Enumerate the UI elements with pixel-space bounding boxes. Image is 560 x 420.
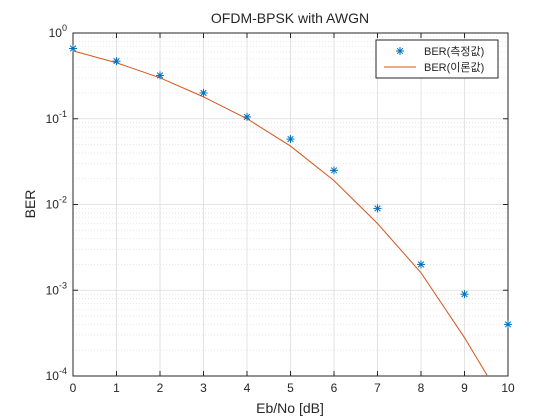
x-tick-label: 3 [200,381,207,395]
measured-ber-point [243,112,251,121]
x-tick-label: 7 [374,381,381,395]
x-tick-label: 2 [157,381,164,395]
y-tick-label: 10-1 [46,109,67,126]
chart-title: OFDM-BPSK with AWGN [211,10,369,26]
y-tick-label: 10-3 [46,280,67,297]
measured-ber-point [504,320,512,329]
measured-ber-point [460,290,469,299]
x-tick-label: 8 [418,381,425,395]
legend-box [375,39,499,79]
measured-ber-point [199,88,208,97]
x-tick-label: 1 [113,381,120,395]
legend-entry-label: BER(이론값) [424,61,484,74]
y-tick-label: 10-2 [46,195,67,212]
x-tick-label: 9 [461,381,468,395]
y-tick-label: 10-4 [46,366,67,383]
x-tick-label: 0 [70,381,77,395]
y-axis-label: BER [22,190,38,219]
measured-ber-point [69,44,77,53]
measured-ber-point [286,135,295,144]
plot-series [69,44,512,376]
x-tick-label: 10 [501,381,515,395]
series-group [73,50,489,376]
x-tick-label: 4 [244,381,251,395]
legend-entry-label: BER(측정값) [424,45,484,58]
theory-ber-line [73,50,489,376]
axes: 0 1 2 3 4 5 6 7 8 9 10 100 10-1 10-2 10-3 10-4 [46,23,515,395]
grid [72,32,509,377]
x-axis-label: Eb/No [dB] [256,400,324,416]
measured-ber-point [330,166,338,175]
x-tick-label: 5 [287,381,294,395]
measured-ber-point [112,57,121,66]
measured-ber-point [373,204,382,213]
legend: BER(측정값) BER(이론값) [375,39,499,79]
legend-marker-measured [396,47,404,55]
x-tick-label: 6 [331,381,338,395]
measured-ber-point [417,260,425,269]
measured-ber-point [156,71,164,80]
y-tick-label: 100 [49,23,67,40]
